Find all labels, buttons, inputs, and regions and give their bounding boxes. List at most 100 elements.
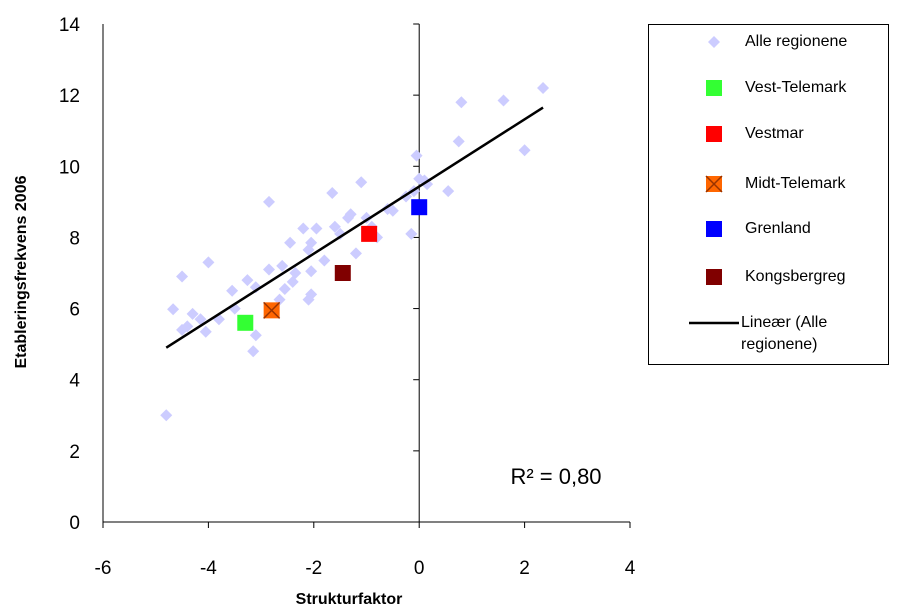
legend-label: Midt-Telemark (745, 175, 846, 192)
point (247, 345, 260, 358)
point (237, 314, 254, 331)
point (452, 135, 465, 148)
point (318, 254, 331, 267)
y-tick-label: 14 (59, 15, 81, 36)
point (286, 275, 299, 288)
x-tick-label: -4 (200, 558, 217, 579)
y-tick-label: 0 (69, 513, 80, 534)
point (249, 329, 262, 342)
x-tick-label: -6 (95, 558, 112, 579)
point (297, 222, 310, 235)
legend-entry: Vest-Telemark (689, 77, 889, 99)
point (160, 409, 173, 422)
point-cross (263, 301, 281, 319)
legend-entry: Vestmar (689, 123, 889, 145)
point (405, 227, 418, 240)
point (326, 186, 339, 199)
point (302, 293, 315, 306)
point-cross (705, 175, 723, 193)
point-box (706, 80, 722, 96)
x-tick-label: 4 (625, 558, 636, 579)
point (328, 220, 341, 233)
legend-marker (706, 80, 722, 96)
y-axis-title: Etableringsfrekvens 2006 (13, 175, 30, 368)
legend-label: Grenland (745, 220, 811, 237)
point (706, 269, 722, 285)
point (518, 144, 531, 157)
point (167, 303, 180, 316)
point (181, 320, 194, 333)
point (344, 208, 357, 221)
legend-label: Vest-Telemark (745, 79, 847, 96)
legend-label: Alle regionene (745, 33, 848, 50)
point-box (706, 269, 722, 285)
point (226, 284, 239, 297)
point (305, 265, 318, 278)
point-box (334, 265, 351, 281)
point (706, 80, 722, 96)
y-tick-label: 6 (69, 300, 80, 321)
point (176, 270, 189, 283)
y-tick-label: 10 (59, 157, 80, 178)
y-tick-label: 2 (69, 442, 80, 463)
y-tick-label: 4 (69, 371, 80, 392)
point (310, 222, 323, 235)
x-tick-label: 2 (519, 558, 530, 579)
point (334, 227, 347, 240)
point (194, 313, 207, 326)
legend-entry: Kongsbergreg (689, 266, 889, 288)
point (276, 259, 289, 272)
legend-entry: Alle regionene (689, 31, 889, 53)
point (706, 126, 722, 142)
point-box (706, 221, 722, 237)
point (421, 178, 434, 191)
annotation: R² = 0,80 (510, 464, 601, 489)
point (263, 195, 276, 208)
point (442, 185, 455, 198)
point (199, 325, 212, 338)
legend-marker (708, 36, 720, 48)
y-tick-label: 12 (59, 86, 80, 107)
legend-marker (689, 321, 739, 325)
legend-marker (706, 221, 722, 237)
point (241, 274, 254, 287)
x-tick-label: 0 (414, 558, 425, 579)
point (289, 267, 302, 279)
legend-label: Vestmar (745, 125, 804, 142)
point (349, 247, 362, 260)
point (537, 82, 550, 95)
point-box (361, 225, 378, 242)
point (263, 263, 276, 276)
point-box (706, 126, 722, 142)
point (278, 283, 291, 296)
legend-marker (705, 175, 723, 193)
point (411, 199, 428, 216)
point (410, 149, 423, 162)
point (263, 301, 281, 319)
x-axis-title: Strukturfaktor (296, 591, 403, 608)
plot: Strukturfaktor Etableringsfrekvens 2006 … (13, 15, 636, 608)
point (455, 96, 468, 109)
x-tick-label: -2 (305, 558, 322, 579)
legend-entry: Lineær (Alle regionene) (689, 312, 889, 356)
point (386, 204, 399, 217)
point (361, 225, 378, 242)
point (334, 265, 351, 281)
legend-label: Lineær (Alle regionene) (741, 314, 828, 353)
point (305, 236, 318, 249)
point (497, 94, 510, 107)
point (708, 36, 720, 48)
legend-entry: Grenland (689, 218, 889, 240)
point (202, 256, 215, 269)
point (249, 281, 262, 294)
point (706, 221, 722, 237)
legend-marker (706, 269, 722, 285)
point-box (237, 314, 254, 331)
point (355, 176, 368, 189)
legend-marker (706, 126, 722, 142)
point (284, 236, 297, 249)
legend: Alle regionene Vest-Telemark Vestmar Midt-T… (648, 24, 889, 365)
legend-entry: Midt-Telemark (689, 173, 889, 195)
point (705, 175, 723, 193)
